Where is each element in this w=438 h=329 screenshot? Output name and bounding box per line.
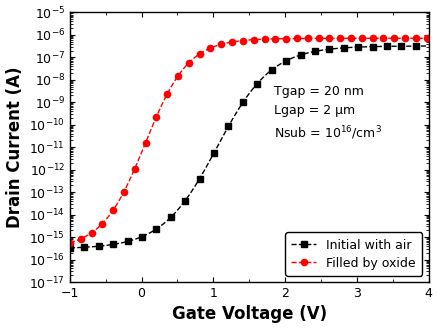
Line: Initial with air: Initial with air	[67, 43, 431, 251]
Line: Filled by oxide: Filled by oxide	[67, 35, 431, 246]
X-axis label: Gate Voltage (V): Gate Voltage (V)	[172, 305, 327, 323]
Initial with air	[395, 44, 400, 48]
Filled by oxide	[134, 163, 139, 166]
Text: Tgap = 20 nm
Lgap = 2 μm
Nsub = 10$^{16}$/cm$^3$: Tgap = 20 nm Lgap = 2 μm Nsub = 10$^{16}…	[274, 85, 382, 142]
Initial with air	[134, 237, 139, 241]
Filled by oxide	[82, 235, 87, 239]
Filled by oxide	[395, 36, 400, 40]
Y-axis label: Drain Current (A): Drain Current (A)	[6, 66, 24, 228]
Initial with air	[82, 245, 87, 249]
Initial with air	[89, 245, 94, 249]
Legend: Initial with air, Filled by oxide: Initial with air, Filled by oxide	[285, 232, 422, 276]
Filled by oxide	[426, 36, 431, 40]
Initial with air	[426, 44, 431, 48]
Initial with air	[67, 246, 73, 250]
Initial with air	[163, 220, 168, 224]
Filled by oxide	[408, 36, 413, 40]
Initial with air	[408, 44, 413, 48]
Filled by oxide	[67, 241, 73, 245]
Filled by oxide	[89, 231, 94, 235]
Filled by oxide	[163, 95, 168, 99]
